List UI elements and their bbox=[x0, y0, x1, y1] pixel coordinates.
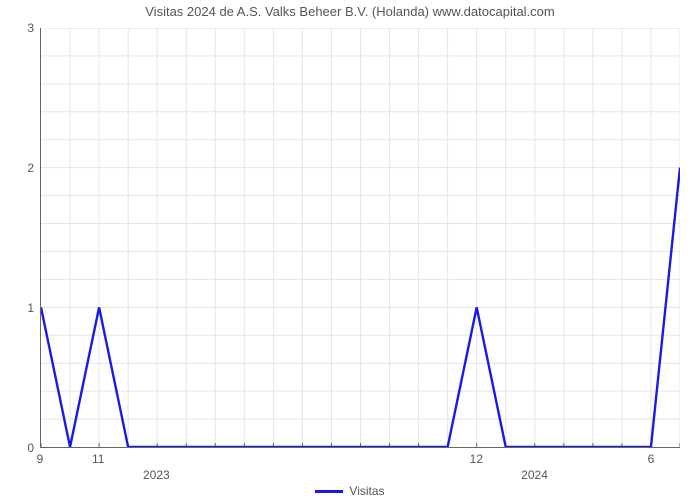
y-tick-label: 2 bbox=[27, 161, 34, 175]
y-tick-label: 0 bbox=[27, 441, 34, 455]
x-year-label: 2023 bbox=[143, 468, 170, 482]
x-tick-label: 9 bbox=[37, 452, 44, 466]
x-tick-label: 11 bbox=[92, 452, 104, 466]
x-year-label: 2024 bbox=[521, 468, 548, 482]
chart-svg bbox=[41, 28, 680, 447]
plot-area bbox=[40, 28, 680, 448]
chart-container: Visitas 2024 de A.S. Valks Beheer B.V. (… bbox=[0, 0, 700, 500]
legend: Visitas bbox=[0, 484, 700, 498]
x-tick-label: 6 bbox=[648, 452, 655, 466]
y-tick-label: 1 bbox=[27, 301, 34, 315]
legend-label: Visitas bbox=[349, 484, 384, 498]
legend-swatch bbox=[315, 490, 343, 493]
y-tick-label: 3 bbox=[27, 21, 34, 35]
x-tick-label: 12 bbox=[470, 452, 483, 466]
chart-title: Visitas 2024 de A.S. Valks Beheer B.V. (… bbox=[0, 4, 700, 19]
